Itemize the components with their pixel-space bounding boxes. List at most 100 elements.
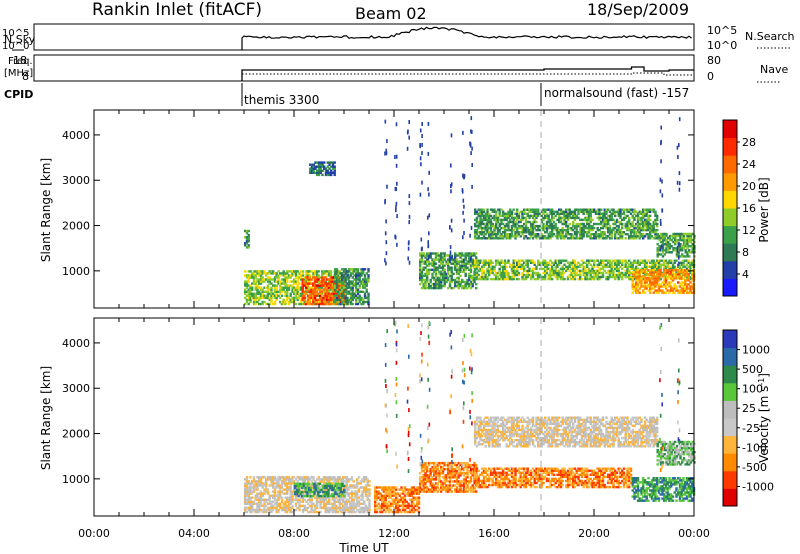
power-cell-r7: [603, 265, 606, 268]
velocity-cell-r0: [245, 484, 249, 487]
power-cell-r1: [306, 290, 310, 293]
power-cell-r6: [617, 231, 620, 234]
power-cell-r1: [333, 296, 336, 300]
velocity-cell-r0: [259, 478, 263, 481]
power-cell-r5: [426, 258, 429, 261]
power-cell-r4: [333, 169, 336, 172]
power-cell-r2: [342, 274, 346, 277]
power-cell-r7: [612, 259, 615, 262]
power-cell-r5: [427, 252, 431, 255]
power-cell-r4: [328, 173, 331, 177]
power-cell-r6: [600, 226, 603, 230]
power-cell-r2: [348, 298, 351, 302]
power-cell-r6: [600, 231, 603, 234]
power-cell-r7: [607, 259, 610, 262]
power-cell-r6: [544, 224, 547, 228]
power-streak: [427, 240, 429, 245]
power-cell-r0: [293, 270, 296, 273]
power-cell-r1: [322, 288, 325, 291]
power-cell-r0: [252, 298, 256, 302]
power-cell-r0: [277, 294, 280, 297]
power-cell-r7: [642, 261, 645, 264]
power-cell-r8: [635, 269, 638, 272]
power-cell-r7: [589, 263, 592, 266]
power-cell-r6: [589, 226, 592, 230]
power-cell-r6: [545, 228, 549, 232]
power-cell-r1: [329, 300, 332, 304]
power-cell-r5: [438, 270, 441, 273]
velocity-cell-r0: [308, 498, 312, 501]
velocity-cell-r0: [252, 486, 256, 489]
power-cell-r6: [482, 214, 486, 218]
power-cell-r6: [617, 226, 620, 230]
power-cell-r8: [675, 277, 678, 280]
power-cell-r1: [317, 278, 320, 281]
power-cell-r7: [593, 273, 596, 277]
velocity-cell-r0: [280, 508, 284, 512]
power-cell-r6: [598, 210, 601, 213]
power-cell-r5: [427, 272, 431, 276]
velocity-cell-r0: [294, 502, 298, 505]
velocity-cell-r0: [352, 504, 355, 508]
power-cell-r7: [510, 277, 514, 281]
power-cell-r6: [484, 237, 487, 240]
velocity-cell-r0: [270, 500, 273, 503]
velocity-cell-r0: [258, 508, 261, 512]
power-cell-r5: [464, 252, 467, 255]
velocity-cell-r0: [252, 484, 256, 487]
power-cell-r7: [514, 265, 517, 268]
power-cell-r6: [568, 212, 571, 215]
power-cell-r2: [335, 272, 339, 275]
power-cell-r6: [631, 216, 634, 220]
power-cell-r6: [498, 214, 501, 218]
power-cell-r6: [486, 218, 489, 222]
velocity-cell-r0: [247, 498, 250, 501]
power-cell-r7: [603, 259, 606, 262]
power-cell-r7: [640, 267, 643, 271]
power-cell-r0: [254, 270, 257, 273]
power-cell-r7: [502, 271, 505, 275]
power-cell-r5: [422, 268, 425, 271]
power-streak: [449, 225, 451, 230]
velocity-cell-r0: [308, 500, 312, 503]
power-cell-r0: [280, 294, 284, 297]
power-cell-r6: [552, 220, 556, 224]
power-cell-r6: [552, 226, 556, 230]
power-cell-r0: [258, 298, 261, 302]
power-cell-r5: [469, 260, 473, 263]
velocity-cell-r0: [324, 506, 327, 510]
power-cell-r7: [608, 275, 612, 279]
velocity-cell-r0: [340, 478, 343, 481]
power-cell-r5: [438, 260, 441, 263]
power-cell-r0: [247, 294, 250, 297]
velocity-data-cells: [244, 320, 696, 514]
power-cell-r6: [484, 218, 487, 222]
power-cell-r0: [258, 280, 261, 283]
power-cell-r7: [514, 273, 517, 277]
power-cell-r6: [514, 226, 517, 230]
power-cell-r6: [603, 218, 606, 222]
power-cell-r6: [498, 210, 501, 213]
power-cell-r6: [517, 231, 521, 234]
power-cell-r6: [622, 231, 626, 234]
power-cell-r9: [665, 234, 668, 238]
velocity-cell-r0: [328, 478, 331, 481]
power-cell-r7: [638, 269, 641, 273]
power-cell-r5: [459, 252, 462, 255]
power-cell-r7: [523, 265, 526, 268]
power-cell-r7: [617, 273, 620, 277]
power-cell-r0: [284, 300, 287, 304]
power-cell-r4: [319, 169, 322, 172]
velocity-cell-r0: [315, 498, 319, 501]
power-cell-r7: [517, 273, 521, 277]
power-cell-r6: [654, 214, 657, 218]
velocity-cell-r0: [331, 476, 334, 479]
power-cell-r5: [457, 278, 460, 282]
power-cell-r0: [252, 278, 256, 281]
power-cell-r5: [443, 276, 446, 280]
velocity-cell-r0: [280, 490, 284, 493]
velocity-cell-r0: [252, 500, 256, 503]
velocity-cell-r0: [342, 504, 345, 508]
power-cell-r6: [559, 212, 563, 215]
power-cell-r7: [517, 261, 521, 264]
